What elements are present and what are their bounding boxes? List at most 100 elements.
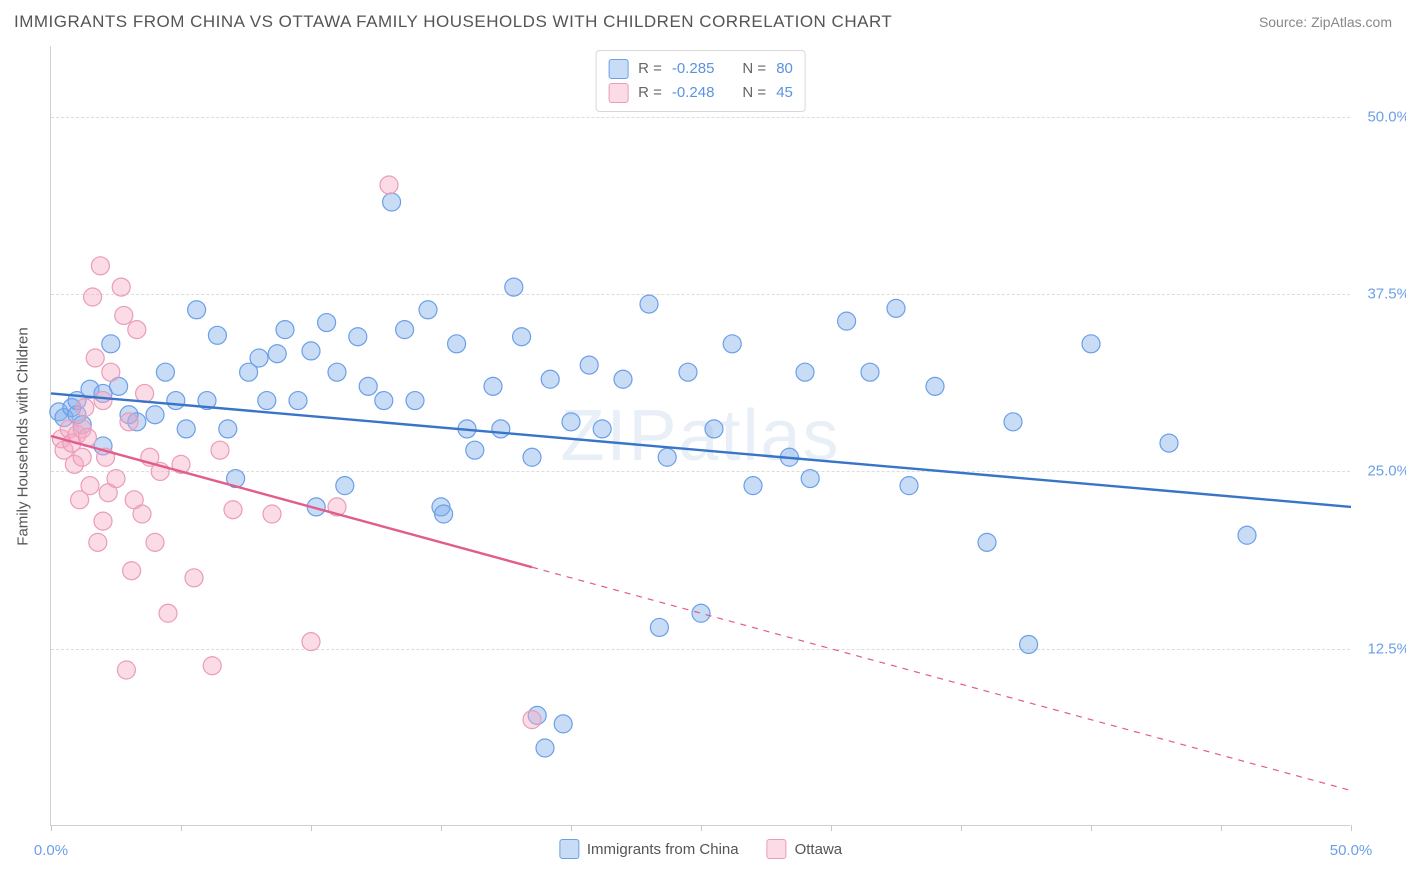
- data-point: [336, 477, 354, 495]
- y-axis-title-container: Family Households with Children: [8, 46, 38, 826]
- x-tick: [181, 825, 182, 831]
- data-point: [188, 301, 206, 319]
- data-point: [650, 618, 668, 636]
- data-point: [466, 441, 484, 459]
- data-point: [94, 392, 112, 410]
- data-point: [159, 604, 177, 622]
- data-point: [76, 399, 94, 417]
- data-point: [211, 441, 229, 459]
- x-tick: [1091, 825, 1092, 831]
- data-point: [505, 278, 523, 296]
- data-point: [801, 470, 819, 488]
- data-point: [383, 193, 401, 211]
- data-point: [1160, 434, 1178, 452]
- trend-line: [51, 436, 532, 567]
- data-point: [614, 370, 632, 388]
- data-point: [541, 370, 559, 388]
- data-point: [838, 312, 856, 330]
- data-point: [81, 477, 99, 495]
- data-point: [562, 413, 580, 431]
- data-point: [91, 257, 109, 275]
- trend-line-extrapolated: [532, 567, 1351, 790]
- data-point: [536, 739, 554, 757]
- data-point: [136, 384, 154, 402]
- data-point: [705, 420, 723, 438]
- legend-row-series-1: R = -0.248 N = 45: [608, 81, 793, 105]
- x-tick: [311, 825, 312, 831]
- data-point: [115, 306, 133, 324]
- data-point: [692, 604, 710, 622]
- data-point: [1082, 335, 1100, 353]
- data-point: [484, 377, 502, 395]
- x-tick: [571, 825, 572, 831]
- data-point: [289, 392, 307, 410]
- chart-source: Source: ZipAtlas.com: [1259, 14, 1392, 30]
- legend-label-ottawa: Ottawa: [795, 841, 843, 858]
- data-point: [349, 328, 367, 346]
- data-point: [86, 349, 104, 367]
- legend-r-label: R =: [638, 81, 662, 105]
- legend-n-value-ottawa: 45: [776, 81, 793, 105]
- data-point: [523, 448, 541, 466]
- data-point: [146, 406, 164, 424]
- data-point: [123, 562, 141, 580]
- x-tick: [961, 825, 962, 831]
- source-prefix: Source:: [1259, 14, 1311, 30]
- data-point: [887, 299, 905, 317]
- data-point: [120, 413, 138, 431]
- legend-row-series-0: R = -0.285 N = 80: [608, 57, 793, 81]
- data-point: [185, 569, 203, 587]
- data-point: [580, 356, 598, 374]
- data-point: [112, 278, 130, 296]
- y-axis-title: Family Households with Children: [15, 327, 32, 545]
- data-point: [900, 477, 918, 495]
- data-point: [224, 501, 242, 519]
- data-point: [1238, 526, 1256, 544]
- data-point: [396, 321, 414, 339]
- chart-header: IMMIGRANTS FROM CHINA VS OTTAWA FAMILY H…: [14, 12, 1392, 32]
- data-point: [380, 176, 398, 194]
- data-point: [203, 657, 221, 675]
- data-point: [492, 420, 510, 438]
- data-point: [128, 321, 146, 339]
- data-point: [167, 392, 185, 410]
- data-point: [258, 392, 276, 410]
- data-point: [318, 314, 336, 332]
- data-point: [978, 533, 996, 551]
- data-point: [156, 363, 174, 381]
- source-link[interactable]: ZipAtlas.com: [1311, 14, 1392, 30]
- data-point: [419, 301, 437, 319]
- data-point: [276, 321, 294, 339]
- data-point: [1004, 413, 1022, 431]
- legend-r-value-ottawa: -0.248: [672, 81, 715, 105]
- data-point: [146, 533, 164, 551]
- data-point: [723, 335, 741, 353]
- x-tick: [1351, 825, 1352, 831]
- data-point: [554, 715, 572, 733]
- data-point: [302, 342, 320, 360]
- y-tick-label: 25.0%: [1355, 463, 1406, 480]
- data-point: [448, 335, 466, 353]
- data-point: [328, 363, 346, 381]
- data-point: [513, 328, 531, 346]
- data-point: [1020, 635, 1038, 653]
- data-point: [302, 633, 320, 651]
- legend-swatch-china: [559, 839, 579, 859]
- data-point: [94, 512, 112, 530]
- data-point: [435, 505, 453, 523]
- data-point: [359, 377, 377, 395]
- x-tick: [1221, 825, 1222, 831]
- legend-swatch-china: [608, 59, 628, 79]
- data-point: [744, 477, 762, 495]
- scatter-svg: [51, 46, 1350, 825]
- x-tick: [701, 825, 702, 831]
- data-point: [177, 420, 195, 438]
- legend-correlation-box: R = -0.285 N = 80 R = -0.248 N = 45: [595, 50, 806, 112]
- data-point: [84, 288, 102, 306]
- data-point: [133, 505, 151, 523]
- legend-item-china: Immigrants from China: [559, 839, 739, 859]
- x-tick-label: 50.0%: [1330, 842, 1373, 859]
- legend-item-ottawa: Ottawa: [767, 839, 843, 859]
- x-tick: [831, 825, 832, 831]
- y-tick-label: 37.5%: [1355, 286, 1406, 303]
